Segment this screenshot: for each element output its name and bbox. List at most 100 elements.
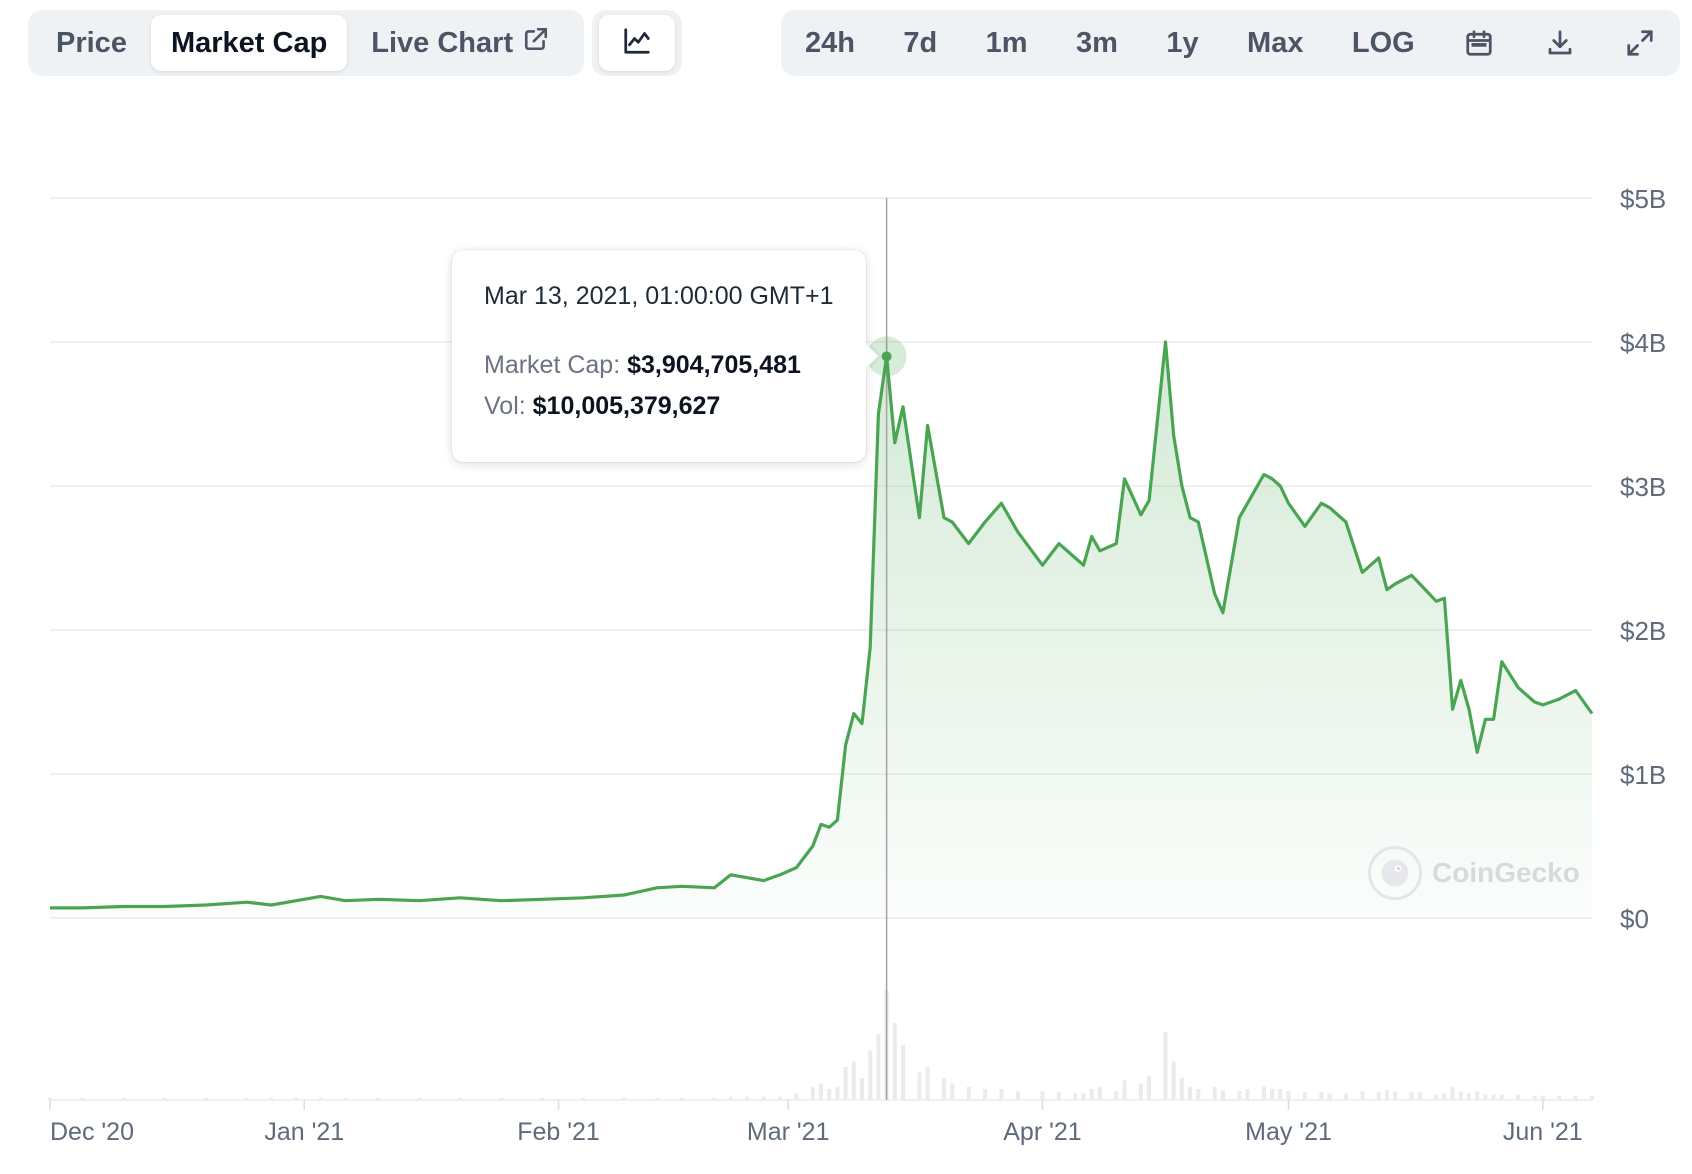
x-tick-label: Jan '21	[264, 1118, 344, 1146]
tooltip-volume-value: $10,005,379,627	[532, 392, 721, 420]
volume-bar	[942, 1078, 947, 1100]
y-tick-label: $1B	[1620, 760, 1666, 790]
volume-bar	[1319, 1092, 1324, 1100]
y-tick-label: $4B	[1620, 328, 1666, 358]
volume-bar	[966, 1086, 971, 1100]
volume-bar	[761, 1096, 766, 1100]
volume-bar	[1590, 1095, 1594, 1100]
volume-bar	[121, 1097, 126, 1100]
volume-bar	[417, 1097, 422, 1100]
tooltip-date: Mar 13, 2021, 01:00:00 GMT+1	[484, 282, 834, 310]
volume-bar	[868, 1050, 873, 1100]
volume-bar	[1499, 1094, 1504, 1100]
volume-bar	[499, 1097, 504, 1100]
volume-bar	[1475, 1091, 1480, 1100]
range-24h-button[interactable]: 24h	[805, 26, 855, 59]
volume-bar	[269, 1097, 274, 1100]
volume-bar	[622, 1097, 627, 1100]
volume-bar	[1409, 1092, 1414, 1100]
x-tick-label: Mar '21	[747, 1118, 830, 1146]
range-3m-button[interactable]: 3m	[1076, 26, 1118, 59]
volume-bar	[1237, 1091, 1242, 1100]
range-7d-button[interactable]: 7d	[903, 26, 938, 59]
volume-bar	[1270, 1089, 1275, 1100]
volume-bar	[1114, 1091, 1119, 1100]
volume-bar	[1097, 1086, 1102, 1100]
volume-bar	[80, 1097, 85, 1100]
range-1y-button[interactable]: 1y	[1166, 26, 1199, 59]
volume-bar	[1147, 1075, 1152, 1100]
fullscreen-icon[interactable]	[1612, 15, 1668, 71]
x-axis-ticks: Dec '20 Jan '21 Feb '21 Mar '21 Apr '21 May '…	[49, 1100, 1583, 1146]
volume-bar	[162, 1097, 167, 1100]
volume-bar	[892, 1023, 897, 1100]
volume-bar	[810, 1086, 815, 1100]
tooltip-market-cap-label: Market Cap:	[484, 351, 621, 379]
volume-bar	[950, 1083, 955, 1100]
calendar-icon[interactable]	[1451, 15, 1507, 71]
volume-bar	[244, 1097, 249, 1100]
range-1m-button[interactable]: 1m	[985, 26, 1028, 59]
volume-bar	[294, 1097, 299, 1100]
x-tick-label: May '21	[1245, 1118, 1332, 1146]
y-tick-label: $2B	[1620, 616, 1666, 646]
log-scale-button[interactable]: LOG	[1351, 26, 1415, 59]
volume-bar	[1163, 1031, 1168, 1100]
tab-price-label: Price	[56, 26, 127, 59]
range-group: 24h 7d 1m 3m 1y Max LOG	[781, 10, 1680, 76]
volume-bar	[654, 1097, 659, 1100]
volume-bar	[1483, 1094, 1488, 1100]
view-tabs: Price Market Cap Live Chart	[28, 10, 584, 76]
volume-bar	[1261, 1086, 1266, 1100]
volume-bar	[203, 1097, 208, 1100]
gecko-logo-icon	[1368, 846, 1422, 900]
volume-bar	[1360, 1091, 1365, 1100]
market-cap-area	[50, 342, 1592, 918]
range-max-button[interactable]: Max	[1247, 26, 1304, 59]
tab-price[interactable]: Price	[36, 15, 147, 71]
volume-bar	[1417, 1092, 1422, 1100]
volume-bar	[1516, 1094, 1521, 1100]
volume-bar	[1491, 1094, 1496, 1100]
volume-bar	[1376, 1092, 1381, 1100]
volume-bar	[1073, 1093, 1078, 1100]
y-axis-ticks: $0 $1B $2B $3B $4B $5B	[1620, 184, 1666, 934]
volume-bar	[1188, 1086, 1193, 1100]
tooltip-market-cap-row: Market Cap: $3,904,705,481	[484, 351, 834, 380]
tab-live-chart[interactable]: Live Chart	[351, 15, 569, 71]
volume-bar	[1179, 1078, 1184, 1100]
volume-bar	[1245, 1089, 1250, 1100]
volume-bar	[876, 1034, 881, 1100]
hover-point	[881, 351, 892, 362]
volume-bar	[1384, 1090, 1389, 1100]
volume-bar	[679, 1097, 684, 1100]
tooltip-volume-row: Vol: $10,005,379,627	[484, 392, 834, 421]
volume-bar	[745, 1096, 750, 1100]
y-tick-label: $5B	[1620, 184, 1666, 214]
volume-bar	[1220, 1090, 1225, 1100]
volume-bar	[925, 1067, 930, 1100]
chart-type-group	[592, 10, 682, 76]
line-chart-icon	[622, 26, 652, 61]
x-tick-label: Jun '21	[1503, 1118, 1583, 1146]
volume-bar	[851, 1061, 856, 1100]
coingecko-watermark: CoinGecko	[1368, 846, 1580, 900]
line-chart-button[interactable]	[599, 15, 675, 71]
download-icon[interactable]	[1532, 15, 1588, 71]
volume-bars	[48, 990, 1594, 1100]
volume-bar	[48, 1097, 52, 1100]
volume-bar	[1081, 1093, 1086, 1100]
x-tick-label: Dec '20	[50, 1118, 134, 1146]
volume-bar	[728, 1096, 733, 1100]
volume-bar	[901, 1045, 906, 1100]
volume-bar	[1171, 1061, 1176, 1100]
volume-bar	[1442, 1093, 1447, 1100]
tab-market-cap-label: Market Cap	[170, 26, 328, 59]
volume-bar	[860, 1078, 865, 1100]
volume-bar	[843, 1067, 848, 1100]
volume-bar	[343, 1097, 348, 1100]
volume-bar	[1450, 1086, 1455, 1100]
volume-bar	[1327, 1093, 1332, 1100]
tab-market-cap[interactable]: Market Cap	[150, 15, 348, 71]
